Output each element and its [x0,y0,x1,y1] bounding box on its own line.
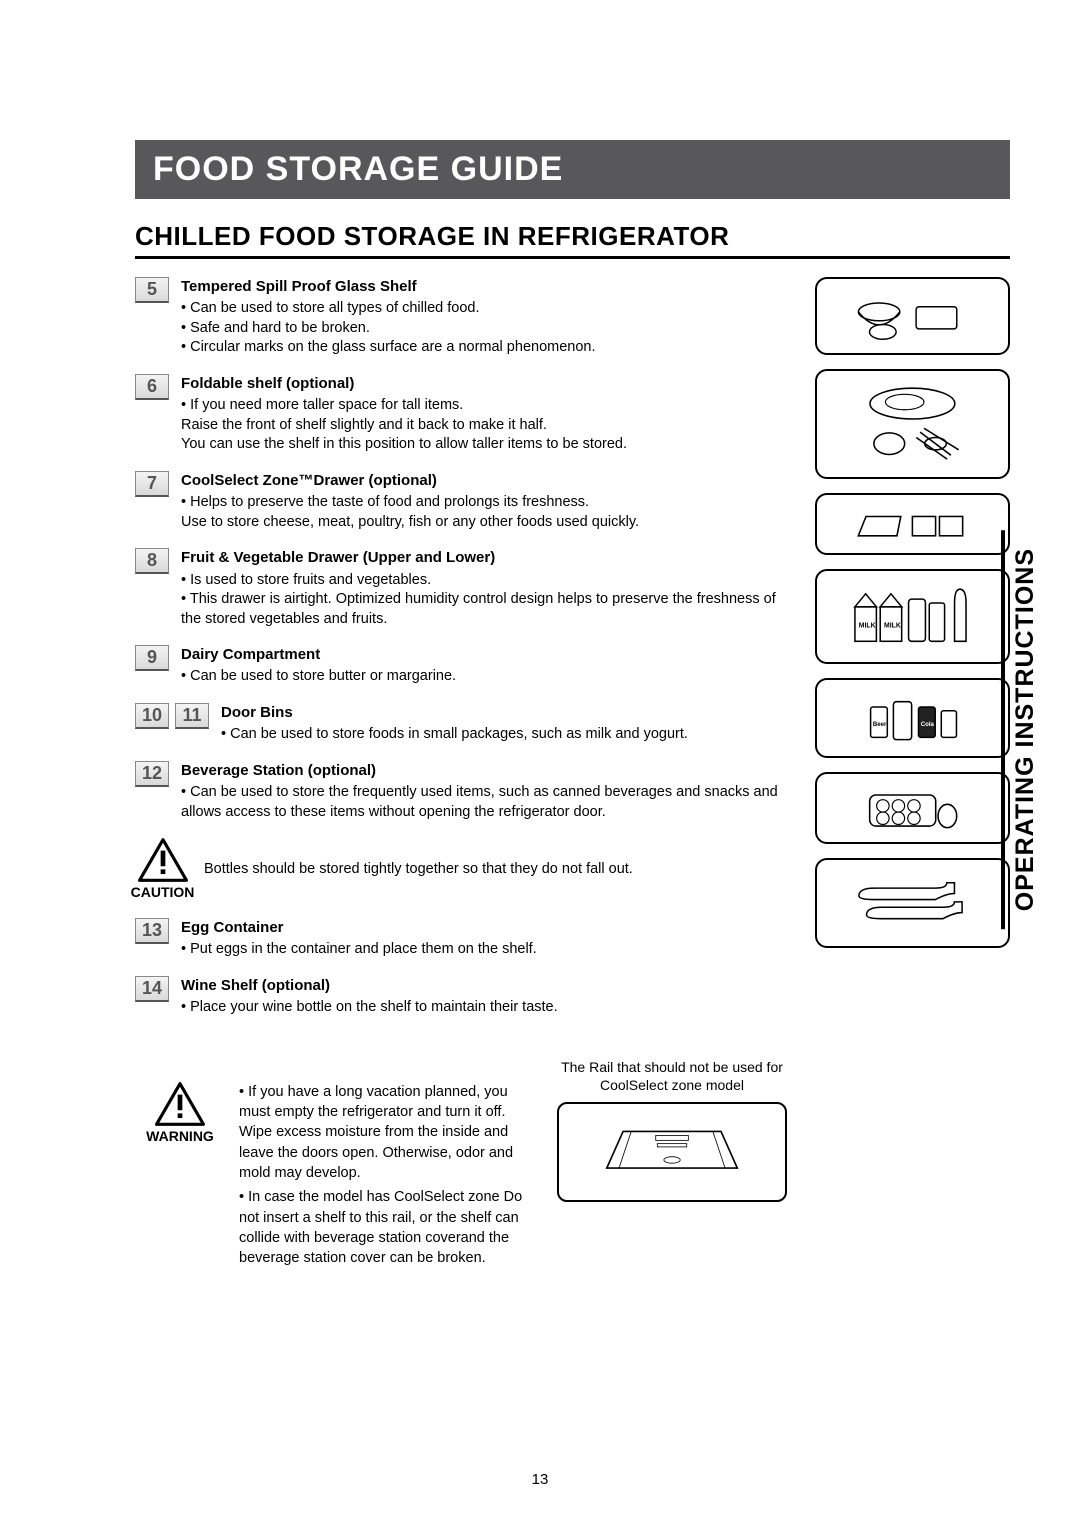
item-8-line: • This drawer is airtight. Optimized hum… [181,590,787,629]
caution-icon [138,838,188,882]
eggs-tray-icon [815,772,1010,844]
svg-text:Beer: Beer [873,722,887,728]
item-9-title: Dairy Compartment [181,645,787,665]
item-9: 9 Dairy Compartment • Can be used to sto… [135,645,787,687]
warning-line: • In case the model has CoolSelect zone … [239,1187,532,1268]
item-5: 5 Tempered Spill Proof Glass Shelf • Can… [135,277,787,358]
item-14: 14 Wine Shelf (optional) • Place your wi… [135,976,787,1018]
item-13: 13 Egg Container • Put eggs in the conta… [135,918,787,960]
item-14-line: • Place your wine bottle on the shelf to… [181,998,787,1018]
item-7: 7 CoolSelect Zone™Drawer (optional) • He… [135,471,787,532]
meat-vegetables-icon [815,369,1010,479]
badge-14: 14 [135,976,169,1002]
item-13-line: • Put eggs in the container and place th… [181,940,787,960]
badge-9: 9 [135,645,169,671]
item-7-title: CoolSelect Zone™Drawer (optional) [181,471,787,491]
item-6-title: Foldable shelf (optional) [181,374,787,394]
cheese-butter-icon [815,493,1010,555]
item-10-11: 10 11 Door Bins • Can be used to store f… [135,703,787,745]
caution-text: Bottles should be stored tightly togethe… [204,859,787,879]
item-5-line: • Can be used to store all types of chil… [181,299,787,319]
item-8: 8 Fruit & Vegetable Drawer (Upper and Lo… [135,548,787,629]
warning-block: WARNING • If you have a long vacation pl… [135,1082,532,1273]
rail-illustration [557,1102,787,1202]
item-5-line: • Safe and hard to be broken. [181,319,787,339]
item-6: 6 Foldable shelf (optional) • If you nee… [135,374,787,455]
badge-8: 8 [135,548,169,574]
item-12-line: • Can be used to store the frequently us… [181,783,787,822]
svg-text:MILK: MILK [884,623,901,630]
page-number: 13 [0,1471,1080,1488]
milk-bottles-icon: MILK MILK [815,569,1010,664]
page-subtitle: CHILLED FOOD STORAGE IN REFRIGERATOR [135,221,1010,259]
badge-10: 10 [135,703,169,729]
side-tab: OPERATING INSTRUCTIONS [1001,530,1046,929]
item-13-title: Egg Container [181,918,787,938]
item-6-line: Raise the front of shelf slightly and it… [181,416,787,436]
item-8-title: Fruit & Vegetable Drawer (Upper and Lowe… [181,548,787,568]
item-9-line: • Can be used to store butter or margari… [181,667,787,687]
illustration-column: MILK MILK Beer Cola [815,277,1010,1272]
item-7-line: • Helps to preserve the taste of food an… [181,493,787,513]
warning-icon [155,1082,205,1126]
caution-label: CAUTION [131,884,195,900]
item-5-line: • Circular marks on the glass surface ar… [181,338,787,358]
item-10-11-title: Door Bins [221,703,787,723]
svg-text:MILK: MILK [859,623,876,630]
item-6-line: You can use the shelf in this position t… [181,435,787,455]
warning-label: WARNING [146,1128,214,1144]
badge-13: 13 [135,918,169,944]
caution-block: CAUTION Bottles should be stored tightly… [135,838,787,900]
content-column: 5 Tempered Spill Proof Glass Shelf • Can… [135,277,787,1272]
page-title: FOOD STORAGE GUIDE [153,150,563,188]
badge-6: 6 [135,374,169,400]
badge-12: 12 [135,761,169,787]
item-12: 12 Beverage Station (optional) • Can be … [135,761,787,822]
page-title-bar: FOOD STORAGE GUIDE [135,140,1010,199]
food-bowls-icon [815,277,1010,355]
item-8-line: • Is used to store fruits and vegetables… [181,571,787,591]
item-14-title: Wine Shelf (optional) [181,976,787,996]
cans-bottles-icon: Beer Cola [815,678,1010,758]
warning-line: • If you have a long vacation planned, y… [239,1082,532,1183]
rail-note: The Rail that should not be used for Coo… [557,1058,787,1094]
item-12-title: Beverage Station (optional) [181,761,787,781]
wine-bottles-icon [815,858,1010,948]
item-5-title: Tempered Spill Proof Glass Shelf [181,277,787,297]
item-6-line: • If you need more taller space for tall… [181,396,787,416]
badge-11: 11 [175,703,209,729]
item-7-line: Use to store cheese, meat, poultry, fish… [181,513,787,533]
badge-7: 7 [135,471,169,497]
svg-text:Cola: Cola [921,722,935,728]
badge-5: 5 [135,277,169,303]
item-10-11-line: • Can be used to store foods in small pa… [221,725,787,745]
